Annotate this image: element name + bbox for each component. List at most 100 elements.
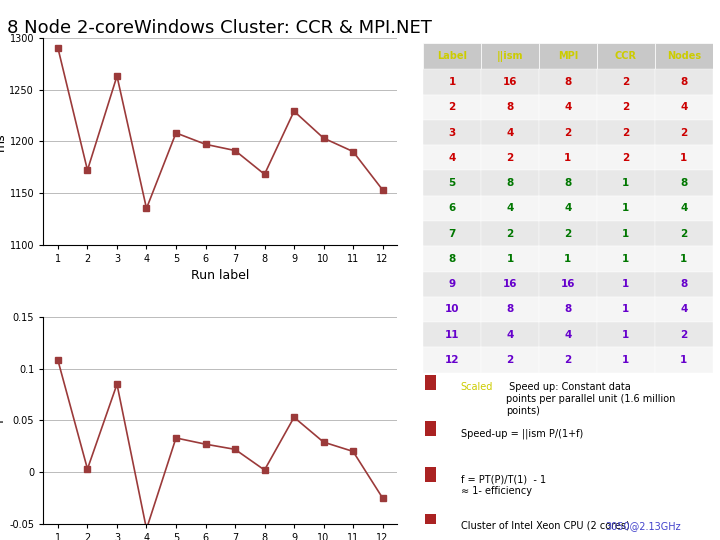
X-axis label: Run label: Run label [191,269,249,282]
Text: 4: 4 [506,330,513,340]
Text: 2: 2 [449,102,456,112]
Text: 4: 4 [680,305,688,314]
Text: 8: 8 [506,305,513,314]
FancyBboxPatch shape [539,347,597,373]
Text: ||ism: ||ism [497,51,523,62]
FancyBboxPatch shape [597,69,655,94]
FancyBboxPatch shape [539,171,597,195]
Text: 2: 2 [564,355,572,365]
Text: 1: 1 [622,305,629,314]
Text: 10: 10 [445,305,459,314]
FancyBboxPatch shape [597,43,655,69]
Text: Scaled: Scaled [461,382,493,393]
Text: 4: 4 [449,153,456,163]
FancyBboxPatch shape [423,272,481,297]
FancyBboxPatch shape [655,43,713,69]
Text: 1: 1 [680,254,688,264]
FancyBboxPatch shape [597,221,655,246]
FancyBboxPatch shape [655,94,713,120]
FancyBboxPatch shape [597,120,655,145]
Text: 11: 11 [445,330,459,340]
Text: Cluster of Intel Xeon CPU (2 cores): Cluster of Intel Xeon CPU (2 cores) [461,521,629,531]
FancyBboxPatch shape [423,221,481,246]
FancyBboxPatch shape [425,421,436,436]
FancyBboxPatch shape [539,221,597,246]
FancyBboxPatch shape [655,272,713,297]
Text: 16: 16 [561,279,575,289]
Text: 3050@2.13GHz: 3050@2.13GHz [606,521,681,531]
Text: 4: 4 [564,330,572,340]
FancyBboxPatch shape [481,171,539,195]
FancyBboxPatch shape [481,120,539,145]
FancyBboxPatch shape [597,246,655,272]
Text: 1: 1 [622,355,629,365]
Text: 2: 2 [564,228,572,239]
Text: 8 Node 2-coreWindows Cluster: CCR & MPI.NET: 8 Node 2-coreWindows Cluster: CCR & MPI.… [7,19,432,37]
FancyBboxPatch shape [539,145,597,171]
Text: 5: 5 [449,178,456,188]
FancyBboxPatch shape [539,43,597,69]
FancyBboxPatch shape [539,246,597,272]
FancyBboxPatch shape [423,94,481,120]
Y-axis label: Parallel Overhead
f: Parallel Overhead f [0,365,6,476]
FancyBboxPatch shape [539,322,597,347]
FancyBboxPatch shape [597,347,655,373]
FancyBboxPatch shape [481,322,539,347]
FancyBboxPatch shape [539,69,597,94]
FancyBboxPatch shape [597,171,655,195]
Text: 7: 7 [449,228,456,239]
Text: 8: 8 [564,305,572,314]
Text: 8: 8 [564,178,572,188]
Text: Nodes: Nodes [667,51,701,61]
FancyBboxPatch shape [655,195,713,221]
Text: 8: 8 [680,77,688,87]
FancyBboxPatch shape [423,195,481,221]
FancyBboxPatch shape [425,514,436,528]
FancyBboxPatch shape [597,322,655,347]
Text: 1: 1 [680,355,688,365]
Text: 4: 4 [680,204,688,213]
Text: 8: 8 [506,178,513,188]
Text: 12: 12 [445,355,459,365]
Text: CCR: CCR [615,51,637,61]
FancyBboxPatch shape [481,297,539,322]
Text: 1: 1 [564,254,572,264]
FancyBboxPatch shape [655,246,713,272]
Text: 1: 1 [622,228,629,239]
Text: 3: 3 [449,127,456,138]
FancyBboxPatch shape [655,347,713,373]
FancyBboxPatch shape [423,297,481,322]
Text: Speed up: Constant data
points per parallel unit (1.6 million
points): Speed up: Constant data points per paral… [505,382,675,416]
FancyBboxPatch shape [481,195,539,221]
FancyBboxPatch shape [655,120,713,145]
FancyBboxPatch shape [481,272,539,297]
Text: 1: 1 [680,153,688,163]
Text: f = PT(P)/T(1)  - 1
≈ 1- efficiency: f = PT(P)/T(1) - 1 ≈ 1- efficiency [461,475,546,496]
FancyBboxPatch shape [481,94,539,120]
Text: 2: 2 [506,228,513,239]
Text: 1: 1 [622,279,629,289]
FancyBboxPatch shape [425,468,436,482]
FancyBboxPatch shape [423,171,481,195]
FancyBboxPatch shape [655,145,713,171]
FancyBboxPatch shape [481,221,539,246]
FancyBboxPatch shape [423,246,481,272]
FancyBboxPatch shape [425,375,436,390]
FancyBboxPatch shape [655,221,713,246]
Text: 1: 1 [449,77,456,87]
FancyBboxPatch shape [655,171,713,195]
Text: 9: 9 [449,279,456,289]
Text: 8: 8 [680,279,688,289]
Text: 16: 16 [503,77,517,87]
Text: 1: 1 [622,204,629,213]
FancyBboxPatch shape [423,347,481,373]
Text: 2: 2 [680,228,688,239]
FancyBboxPatch shape [481,246,539,272]
Text: 2: 2 [622,77,629,87]
FancyBboxPatch shape [481,145,539,171]
FancyBboxPatch shape [481,347,539,373]
FancyBboxPatch shape [423,322,481,347]
Text: 1: 1 [564,153,572,163]
Text: 8: 8 [449,254,456,264]
Text: 1: 1 [506,254,513,264]
